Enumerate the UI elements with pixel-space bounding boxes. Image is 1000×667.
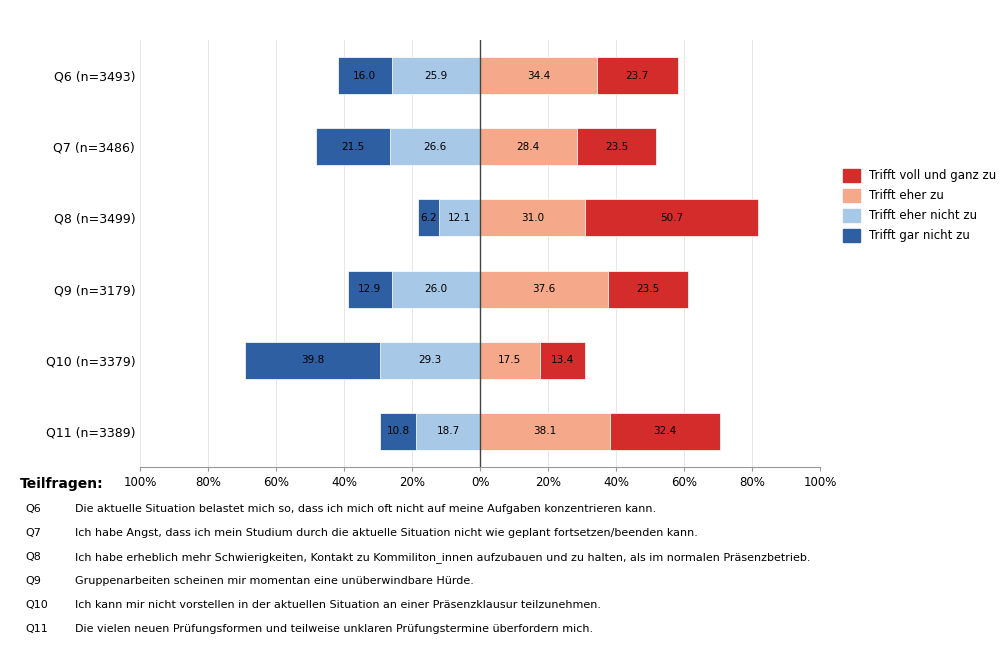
Text: 10.8: 10.8: [386, 426, 410, 436]
Bar: [480, 413, 610, 450]
Text: 28.4: 28.4: [517, 142, 540, 151]
Text: 37.6: 37.6: [532, 284, 556, 294]
Bar: [392, 271, 480, 307]
Text: Teilfragen:: Teilfragen:: [20, 477, 104, 491]
Text: 23.5: 23.5: [605, 142, 628, 151]
Text: Q11: Q11: [25, 624, 48, 634]
Bar: [380, 342, 480, 379]
Text: 23.7: 23.7: [626, 71, 649, 81]
Text: 39.8: 39.8: [301, 356, 324, 365]
Text: 25.9: 25.9: [424, 71, 448, 81]
Text: Q6: Q6: [25, 504, 41, 514]
Bar: [480, 271, 608, 307]
Bar: [338, 57, 392, 94]
Text: Die aktuelle Situation belastet mich so, dass ich mich oft nicht auf meine Aufga: Die aktuelle Situation belastet mich so,…: [75, 504, 656, 514]
Text: 12.9: 12.9: [358, 284, 381, 294]
Bar: [380, 413, 416, 450]
Bar: [348, 271, 392, 307]
Text: Q7: Q7: [25, 528, 41, 538]
Text: Gruppenarbeiten scheinen mir momentan eine unüberwindbare Hürde.: Gruppenarbeiten scheinen mir momentan ei…: [75, 576, 474, 586]
Bar: [597, 57, 678, 94]
Legend: Trifft voll und ganz zu, Trifft eher zu, Trifft eher nicht zu, Trifft gar nicht : Trifft voll und ganz zu, Trifft eher zu,…: [840, 165, 1000, 245]
Text: 17.5: 17.5: [498, 356, 521, 365]
Bar: [245, 342, 380, 379]
Text: Q10: Q10: [25, 600, 48, 610]
Text: 12.1: 12.1: [448, 213, 471, 223]
Text: 29.3: 29.3: [419, 356, 442, 365]
Text: 34.4: 34.4: [527, 71, 550, 81]
Text: 18.7: 18.7: [437, 426, 460, 436]
Bar: [390, 128, 480, 165]
Text: 13.4: 13.4: [551, 356, 574, 365]
Bar: [418, 199, 439, 236]
Bar: [577, 128, 656, 165]
Text: 6.2: 6.2: [420, 213, 437, 223]
Bar: [585, 199, 758, 236]
Bar: [480, 128, 577, 165]
Bar: [416, 413, 480, 450]
Text: 31.0: 31.0: [521, 213, 544, 223]
Text: 50.7: 50.7: [660, 213, 683, 223]
Text: Q9: Q9: [25, 576, 41, 586]
Text: 26.6: 26.6: [423, 142, 446, 151]
Bar: [540, 342, 585, 379]
Text: Q8: Q8: [25, 552, 41, 562]
Text: 23.5: 23.5: [636, 284, 659, 294]
Bar: [480, 342, 540, 379]
Text: Ich kann mir nicht vorstellen in der aktuellen Situation an einer Präsenzklausur: Ich kann mir nicht vorstellen in der akt…: [75, 600, 601, 610]
Text: Ich habe Angst, dass ich mein Studium durch die aktuelle Situation nicht wie gep: Ich habe Angst, dass ich mein Studium du…: [75, 528, 698, 538]
Bar: [392, 57, 480, 94]
Text: Die vielen neuen Prüfungsformen und teilweise unklaren Prüfungstermine überforde: Die vielen neuen Prüfungsformen und teil…: [75, 624, 593, 634]
Bar: [439, 199, 480, 236]
Bar: [316, 128, 390, 165]
Bar: [608, 271, 688, 307]
Text: 21.5: 21.5: [341, 142, 365, 151]
Bar: [610, 413, 720, 450]
Text: 26.0: 26.0: [424, 284, 447, 294]
Text: Ich habe erheblich mehr Schwierigkeiten, Kontakt zu Kommiliton_innen aufzubauen : Ich habe erheblich mehr Schwierigkeiten,…: [75, 552, 810, 562]
Text: 38.1: 38.1: [533, 426, 556, 436]
Text: 16.0: 16.0: [353, 71, 376, 81]
Bar: [480, 57, 597, 94]
Bar: [480, 199, 585, 236]
Text: 32.4: 32.4: [653, 426, 676, 436]
